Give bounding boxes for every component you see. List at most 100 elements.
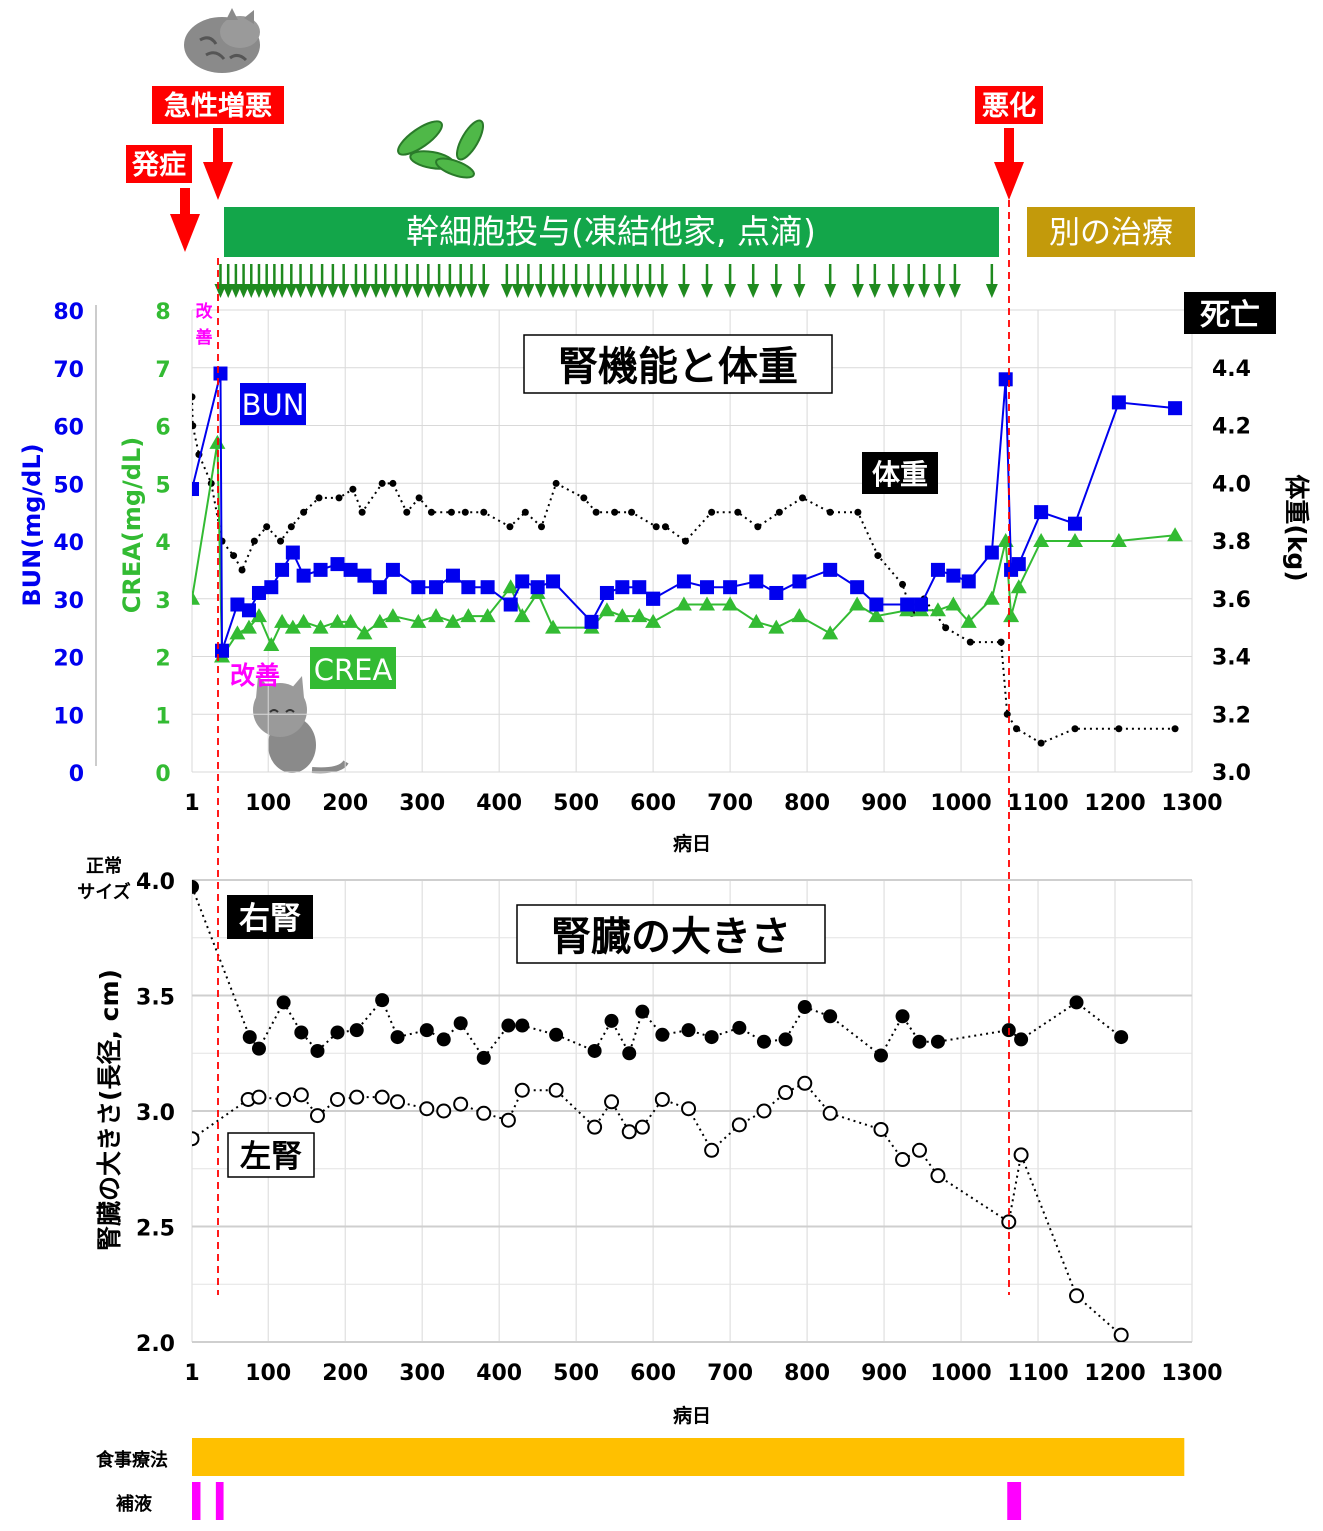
weight-label: 体重 xyxy=(872,458,928,491)
bun-tick-label: 10 xyxy=(53,704,84,729)
left-kidney-point xyxy=(621,1124,637,1140)
bun-point xyxy=(372,580,387,595)
left-kidney-point xyxy=(756,1103,772,1119)
weight-point xyxy=(1171,725,1179,733)
crea-point xyxy=(444,613,461,628)
dose-arrow xyxy=(724,264,737,298)
dose-arrow xyxy=(245,264,258,298)
chart2-x-tick-label: 900 xyxy=(861,1361,907,1386)
right-kidney-point xyxy=(349,1023,364,1038)
dose-arrow xyxy=(359,264,372,298)
death-label-box xyxy=(1184,292,1276,334)
dose-arrow xyxy=(582,264,595,298)
crea-point xyxy=(675,596,692,611)
right-kidney-point xyxy=(587,1043,602,1058)
weight-point xyxy=(1012,725,1020,733)
chart2-x-tick-label: 1200 xyxy=(1084,1361,1145,1386)
crea-point xyxy=(240,619,257,634)
bun-point xyxy=(676,574,691,589)
dose-arrow xyxy=(656,264,669,298)
weight-point xyxy=(230,552,238,560)
bun-point xyxy=(546,574,561,589)
worse-marker: 悪化 xyxy=(975,86,1043,200)
dose-arrow xyxy=(534,264,547,298)
left-kidney-point xyxy=(276,1091,292,1107)
left-kidney-point xyxy=(548,1082,564,1098)
bun-point xyxy=(429,580,444,595)
right-kidney-label-box xyxy=(227,895,313,939)
dose-arrow xyxy=(422,264,435,298)
crea-point xyxy=(1167,527,1184,542)
bun-point xyxy=(961,574,976,589)
right-kidney-point xyxy=(912,1034,927,1049)
weight-tick-label: 3.2 xyxy=(1212,703,1251,728)
dose-arrow xyxy=(644,264,657,298)
dose-arrow xyxy=(948,264,961,298)
left-kidney-point xyxy=(309,1108,325,1124)
right-kidney-point xyxy=(604,1013,619,1028)
weight-tick-label: 4.4 xyxy=(1212,357,1251,382)
chart2-axes: 2.02.53.03.54.01 100 200 300 400 500 600 700 800… xyxy=(77,855,1222,1427)
bun-point xyxy=(946,568,961,583)
crea-point xyxy=(645,613,662,628)
left-kidney-point xyxy=(1069,1288,1085,1304)
weight-point xyxy=(537,523,545,531)
diet-bar xyxy=(192,1438,1185,1476)
weight-point xyxy=(287,523,295,531)
chart2-x-tick-label: 1100 xyxy=(1007,1361,1068,1386)
weight-point xyxy=(899,580,907,588)
bun-tick-label: 80 xyxy=(53,300,84,325)
weight-point xyxy=(734,508,742,516)
dose-arrow xyxy=(607,264,620,298)
improve-small-1: 改 xyxy=(196,301,214,322)
dose-arrow xyxy=(547,264,560,298)
weight-point xyxy=(263,523,271,531)
weight-label-box xyxy=(862,452,938,494)
right-kidney-point xyxy=(681,1023,696,1038)
dose-arrow xyxy=(677,264,690,298)
dose-arrow xyxy=(500,264,513,298)
crea-tick-label: 5 xyxy=(155,473,170,498)
bun-tick-label: 20 xyxy=(53,647,84,672)
crea-tick-label: 0 xyxy=(155,762,170,787)
dose-arrow xyxy=(522,264,535,298)
stemcell-dose-arrows xyxy=(214,264,998,298)
bun-point xyxy=(330,557,345,572)
bun-point xyxy=(723,580,738,595)
left-kidney-point xyxy=(704,1142,720,1158)
bun-point xyxy=(823,562,838,577)
dose-arrow xyxy=(268,264,281,298)
bun-tick-label: 30 xyxy=(53,589,84,614)
bun-point xyxy=(230,597,245,612)
weight-point xyxy=(427,508,435,516)
right-kidney-point xyxy=(930,1034,945,1049)
weight-point xyxy=(628,508,636,516)
right-kidney-point xyxy=(635,1004,650,1019)
weight-point xyxy=(798,494,806,502)
left-kidney-point xyxy=(419,1101,435,1117)
bun-point xyxy=(1168,401,1183,416)
chart1-title-box xyxy=(523,334,833,394)
right-kidney-point xyxy=(778,1032,793,1047)
right-kidney-point xyxy=(515,1018,530,1033)
bun-point xyxy=(480,580,495,595)
right-kidney-point xyxy=(655,1027,670,1042)
weight-tick-label: 3.8 xyxy=(1212,530,1251,555)
bun-point xyxy=(241,603,256,618)
left-kidney-point xyxy=(895,1152,911,1168)
left-kidney-point xyxy=(654,1091,670,1107)
dose-arrow xyxy=(305,264,318,298)
dose-arrow xyxy=(214,264,227,298)
weight-point xyxy=(506,523,514,531)
crea-point xyxy=(983,590,1000,605)
crea-point xyxy=(1033,533,1050,547)
bun-line xyxy=(192,373,1176,652)
fluid-label: 補液 xyxy=(115,1493,153,1515)
crea-tick-label: 7 xyxy=(155,358,170,383)
right-kidney-point xyxy=(276,995,291,1010)
dose-arrow xyxy=(933,264,946,298)
crea-point xyxy=(929,602,946,617)
chart2-y-label: 腎臓の大きさ(長径, cm) xyxy=(95,969,124,1251)
stem-cell-icon xyxy=(397,119,484,179)
dose-arrow xyxy=(443,264,456,298)
